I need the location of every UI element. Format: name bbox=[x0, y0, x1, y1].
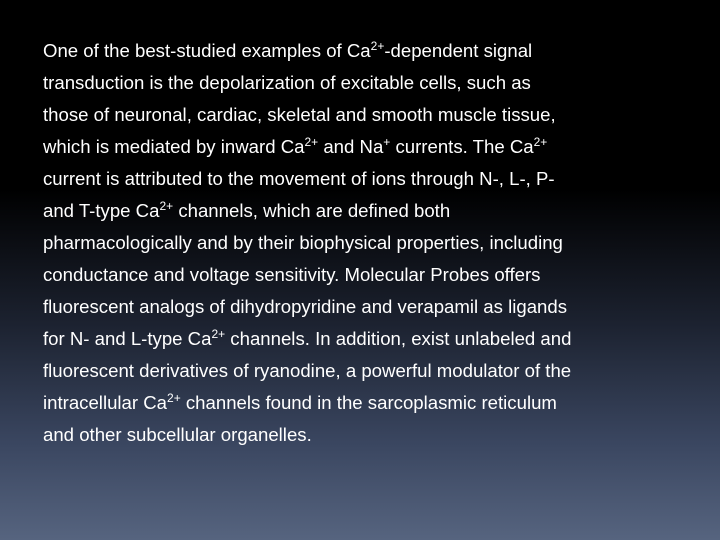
text-run: currents. The Ca bbox=[390, 136, 534, 157]
superscript: + bbox=[383, 135, 391, 149]
text-run: which is mediated by inward Ca bbox=[43, 136, 305, 157]
text-run: channels found in the sarcoplasmic retic… bbox=[180, 392, 557, 413]
superscript: 2+ bbox=[167, 391, 181, 405]
text-line: fluorescent derivatives of ryanodine, a … bbox=[43, 355, 571, 387]
text-run: channels, which are defined both bbox=[173, 200, 451, 221]
superscript: 2+ bbox=[533, 135, 548, 149]
text-line: One of the best-studied examples of Ca2+… bbox=[43, 35, 571, 67]
text-run: those of neuronal, cardiac, skeletal and… bbox=[43, 104, 556, 125]
superscript: 2+ bbox=[370, 39, 385, 53]
text-run: and Na bbox=[318, 136, 384, 157]
text-line: pharmacologically and by their biophysic… bbox=[43, 227, 571, 259]
text-line: and T-type Ca2+ channels, which are defi… bbox=[43, 195, 571, 227]
text-line: intracellular Ca2+ channels found in the… bbox=[43, 387, 571, 419]
text-line: for N- and L-type Ca2+ channels. In addi… bbox=[43, 323, 571, 355]
text-run: fluorescent derivatives of ryanodine, a … bbox=[43, 360, 572, 381]
text-run: One of the best-studied examples of Ca bbox=[43, 40, 371, 61]
text-line: and other subcellular organelles. bbox=[43, 419, 571, 451]
text-run: conductance and voltage sensitivity. Mol… bbox=[43, 264, 541, 285]
text-run: intracellular Ca bbox=[43, 392, 168, 413]
text-run: for N- and L-type Ca bbox=[43, 328, 212, 349]
text-line: current is attributed to the movement of… bbox=[43, 163, 571, 195]
text-run: transduction is the depolarization of ex… bbox=[43, 72, 531, 93]
text-line: those of neuronal, cardiac, skeletal and… bbox=[43, 99, 571, 131]
text-run: and other subcellular organelles. bbox=[43, 424, 312, 445]
text-run: -dependent signal bbox=[384, 40, 533, 61]
text-line: conductance and voltage sensitivity. Mol… bbox=[43, 259, 571, 291]
text-line: fluorescent analogs of dihydropyridine a… bbox=[43, 291, 571, 323]
text-run: fluorescent analogs of dihydropyridine a… bbox=[43, 296, 568, 317]
superscript: 2+ bbox=[211, 327, 226, 341]
text-run: pharmacologically and by their biophysic… bbox=[43, 232, 563, 253]
text-run: channels. In addition, exist unlabeled a… bbox=[225, 328, 572, 349]
text-run: current is attributed to the movement of… bbox=[43, 168, 555, 189]
text-line: which is mediated by inward Ca2+ and Na+… bbox=[43, 131, 571, 163]
text-run: and T-type Ca bbox=[43, 200, 160, 221]
text-line: transduction is the depolarization of ex… bbox=[43, 67, 571, 99]
superscript: 2+ bbox=[159, 199, 174, 213]
body-text: One of the best-studied examples of Ca2+… bbox=[43, 35, 571, 451]
superscript: 2+ bbox=[304, 135, 319, 149]
